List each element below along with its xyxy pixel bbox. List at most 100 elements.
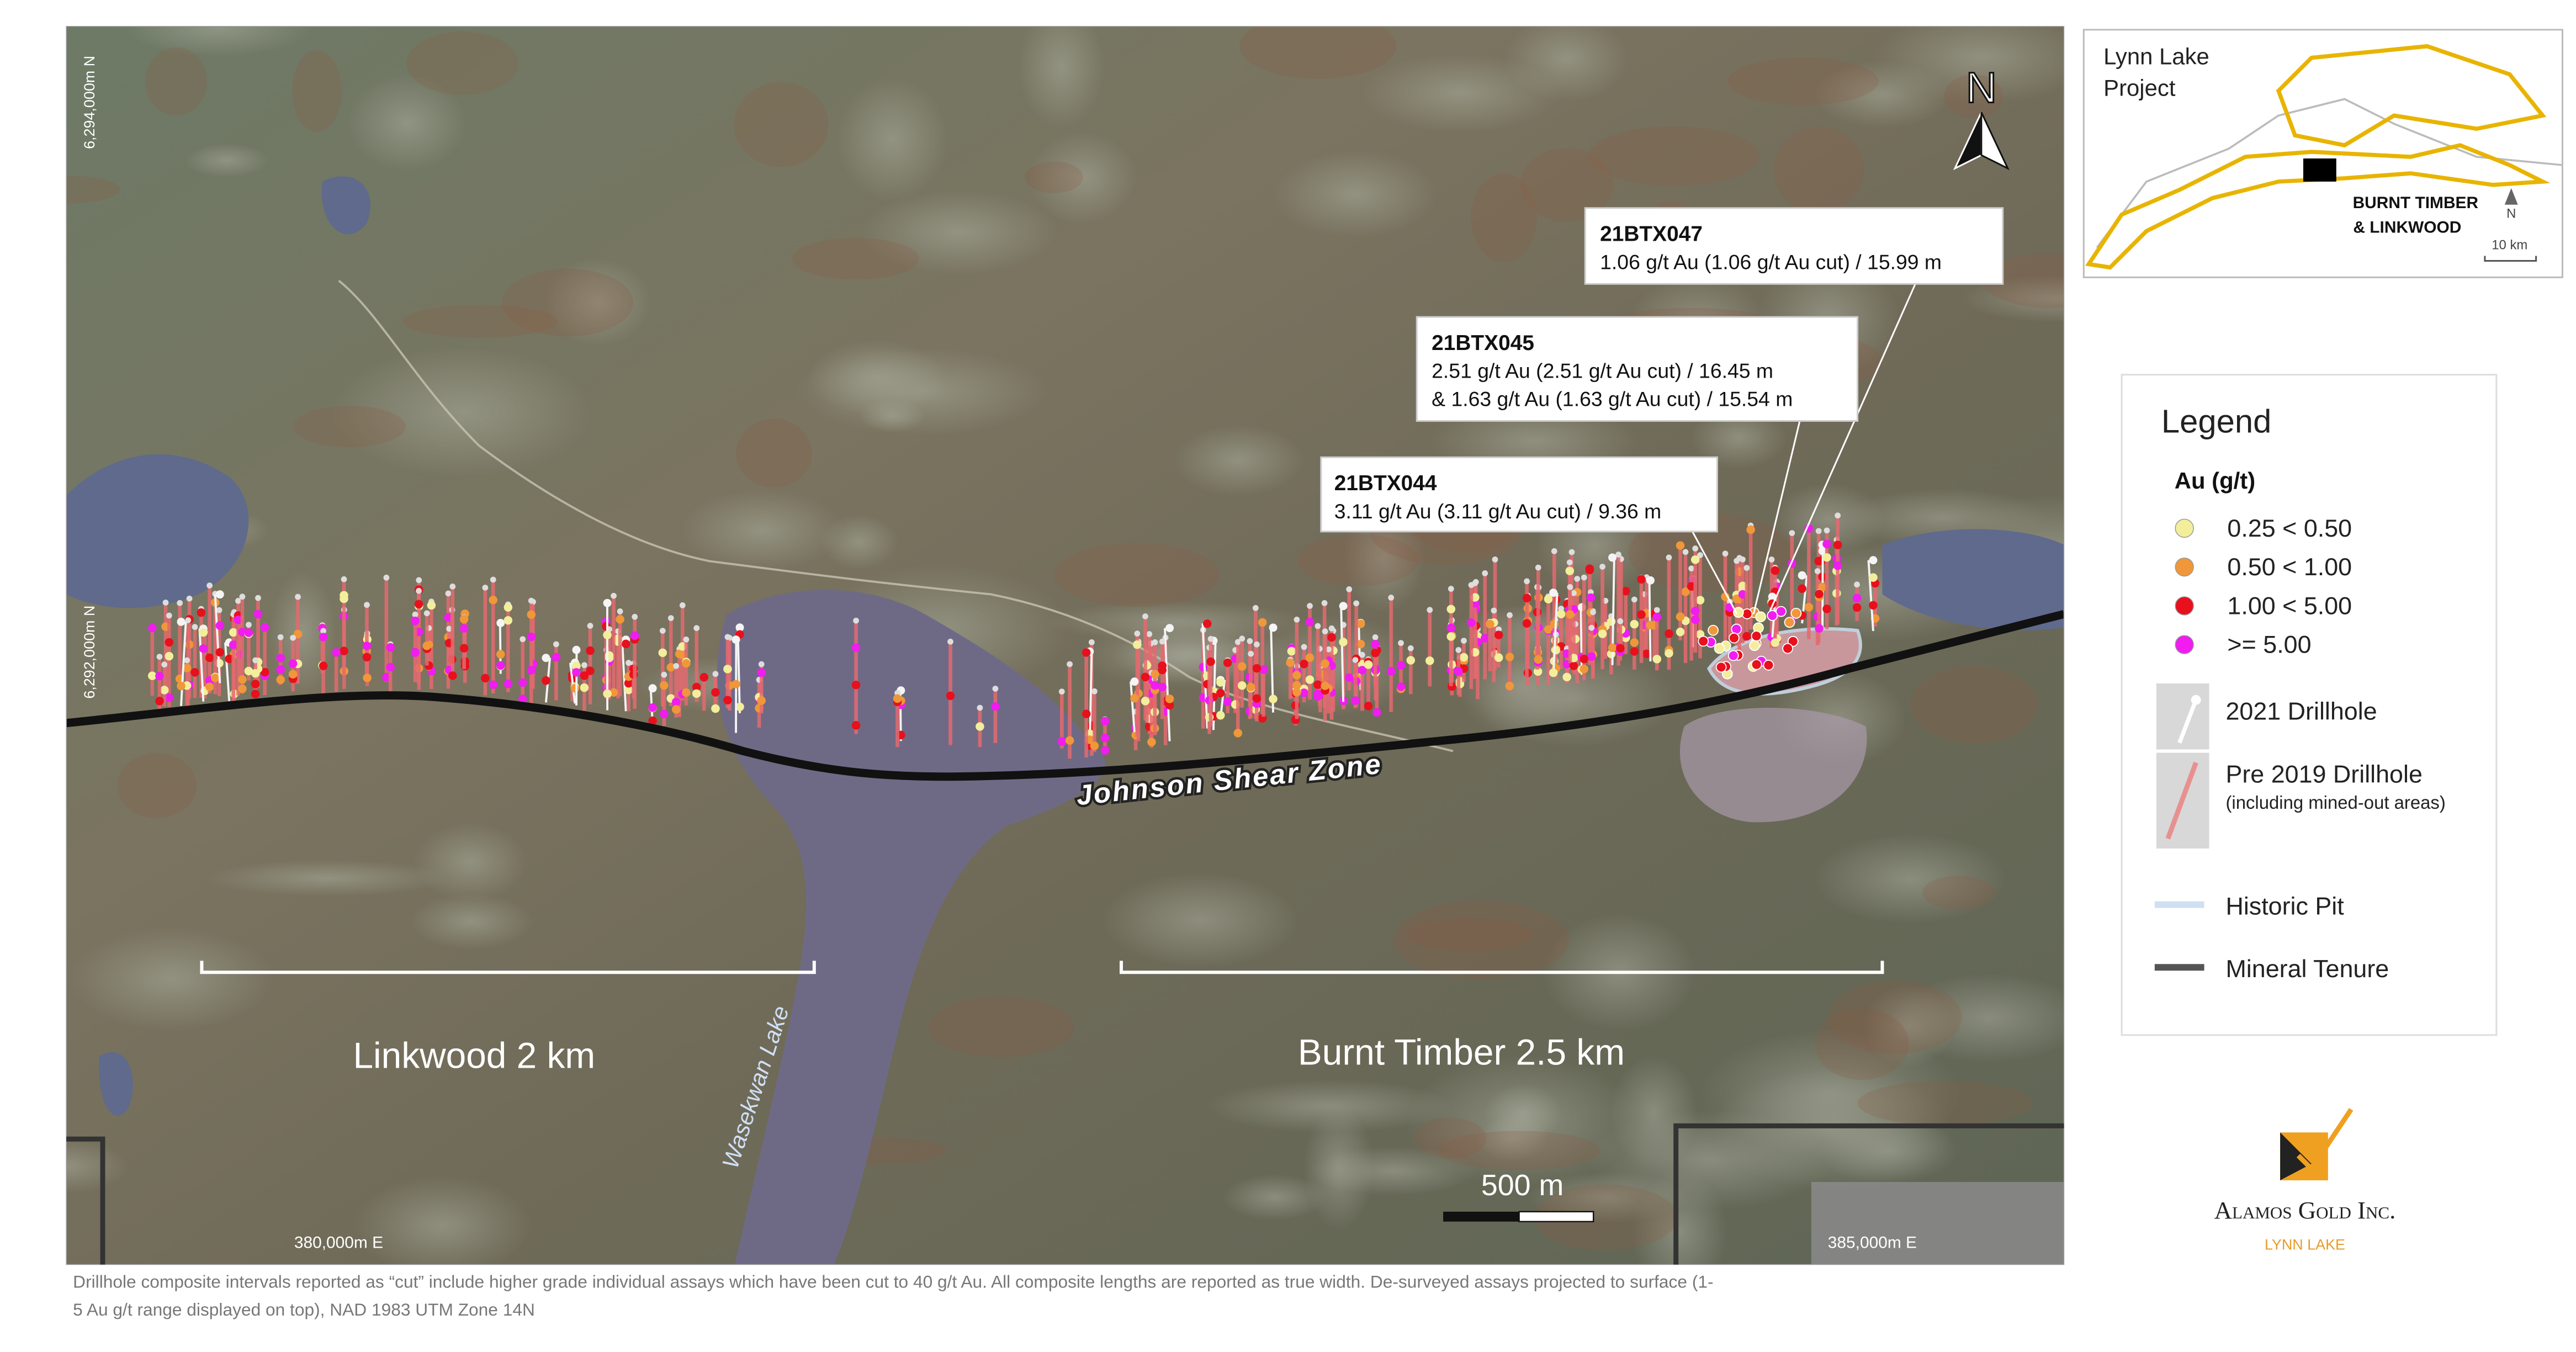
assay-dot bbox=[1822, 605, 1831, 613]
drillhole-2021 bbox=[1164, 628, 1171, 741]
inset-property bbox=[2276, 44, 2547, 148]
drillhole-collar bbox=[1482, 570, 1488, 576]
assay-dot bbox=[1090, 741, 1099, 750]
logo-sub: LYNN LAKE bbox=[2265, 1237, 2345, 1253]
logo-check bbox=[2296, 1107, 2354, 1173]
assay-dot bbox=[503, 679, 513, 688]
hill bbox=[206, 860, 449, 897]
reddish-patch bbox=[733, 82, 829, 167]
drillhole-collar bbox=[1854, 581, 1860, 588]
drillhole-collar bbox=[446, 625, 453, 632]
assay-dot bbox=[1305, 618, 1314, 627]
drillhole-collar bbox=[1535, 564, 1541, 571]
drillhole-collar bbox=[1314, 623, 1321, 629]
assay-dot bbox=[1287, 646, 1296, 656]
drillhole-collar bbox=[553, 641, 559, 648]
drillhole-collar bbox=[1615, 552, 1621, 558]
assay-dot bbox=[624, 685, 633, 694]
assay-dot bbox=[414, 600, 423, 609]
scale-bar-label: 500 m bbox=[1481, 1169, 1564, 1202]
assay-dot bbox=[205, 682, 214, 691]
drillhole-collar bbox=[177, 600, 183, 606]
reddish-patch bbox=[1393, 901, 1570, 980]
inset-title: Project bbox=[2103, 75, 2176, 100]
drillhole-collar bbox=[416, 577, 422, 584]
assay-dot bbox=[1565, 566, 1575, 575]
drillholes bbox=[148, 512, 1880, 759]
assay-dot bbox=[1158, 661, 1167, 670]
drillhole-collar bbox=[1322, 628, 1328, 635]
assay-dot bbox=[542, 676, 550, 685]
legend-label: 1.00 < 5.00 bbox=[2227, 591, 2352, 619]
drillhole-collar bbox=[724, 634, 731, 640]
drillhole-collar bbox=[364, 602, 370, 608]
assay-dot bbox=[1356, 619, 1365, 628]
assay-dot bbox=[1822, 539, 1831, 549]
assay-dot bbox=[572, 668, 581, 677]
assay-dot bbox=[1199, 662, 1208, 672]
drillhole-collar bbox=[206, 582, 213, 588]
assay-dot bbox=[630, 631, 639, 640]
reddish-patch bbox=[1239, 26, 1397, 79]
assay-dot bbox=[288, 659, 298, 668]
drillhole-collar bbox=[1398, 640, 1404, 646]
assay-dot bbox=[1815, 624, 1824, 633]
assay-dot bbox=[1133, 640, 1142, 649]
assay-dot bbox=[692, 682, 701, 692]
reddish-patch bbox=[66, 176, 120, 204]
drillhole-collar bbox=[1551, 548, 1557, 554]
hill bbox=[1814, 834, 2007, 924]
reddish-patch bbox=[1534, 1184, 1678, 1251]
assay-dot bbox=[1732, 594, 1741, 603]
drillhole-collar bbox=[290, 634, 296, 641]
drillhole-collar bbox=[383, 574, 390, 581]
drillhole-collar bbox=[1688, 565, 1695, 572]
lake bbox=[321, 176, 371, 235]
drillhole-collar bbox=[1301, 644, 1307, 650]
assay-dot bbox=[1386, 667, 1396, 676]
assay-dot bbox=[1151, 681, 1159, 690]
assay-dot bbox=[1057, 737, 1067, 746]
assay-dot bbox=[1480, 634, 1490, 643]
legend-note: (including mined-out areas) bbox=[2225, 792, 2445, 813]
section-label: Linkwood 2 km bbox=[353, 1035, 595, 1076]
assay-dot bbox=[1233, 729, 1243, 738]
reddish-patch bbox=[1922, 876, 1995, 910]
assay-dot bbox=[1100, 717, 1110, 726]
reddish-patch bbox=[1857, 1080, 2034, 1126]
assay-dot bbox=[1630, 638, 1639, 647]
easting-label: 380,000m E bbox=[294, 1234, 383, 1252]
drillhole-collar bbox=[1549, 588, 1558, 597]
assay-dot bbox=[851, 681, 861, 690]
assay-dot bbox=[1269, 694, 1278, 703]
assay-dot bbox=[1729, 632, 1740, 644]
drillhole-collar bbox=[255, 595, 261, 601]
drillhole-collar bbox=[252, 657, 259, 664]
hill bbox=[1587, 1109, 1833, 1210]
inset-north: N bbox=[2506, 206, 2516, 221]
legend-label: Historic Pit bbox=[2225, 892, 2344, 920]
legend: Legend Au (g/t) 2021 Drillhole Pre 2019 … bbox=[2121, 374, 2498, 1036]
assay-dot bbox=[1165, 694, 1174, 703]
drillhole-collar bbox=[1448, 586, 1454, 592]
callout-hole: 21BTX047 bbox=[1600, 222, 1703, 246]
assay-dot bbox=[1804, 524, 1814, 533]
hill bbox=[1690, 406, 1787, 469]
assay-dot bbox=[448, 671, 457, 680]
map-area bbox=[66, 26, 2064, 1265]
tenure-corner bbox=[1673, 1123, 2064, 1265]
hill bbox=[1503, 26, 1629, 102]
drillhole-collar bbox=[1631, 596, 1637, 603]
assay-dot bbox=[459, 614, 469, 624]
assay-dot bbox=[1585, 564, 1594, 573]
assay-dot bbox=[1216, 711, 1225, 720]
assay-dot bbox=[1151, 670, 1159, 678]
assay-dot bbox=[503, 616, 513, 625]
legend-subtitle: Au (g/t) bbox=[2175, 468, 2255, 494]
drillhole-collar bbox=[1461, 638, 1467, 644]
drillhole-collar bbox=[894, 690, 900, 696]
drillhole-collar bbox=[1692, 545, 1699, 552]
callout-hole: 21BTX045 bbox=[1432, 331, 1534, 355]
drillhole-collar bbox=[1869, 556, 1878, 565]
assay-dot bbox=[723, 665, 732, 674]
